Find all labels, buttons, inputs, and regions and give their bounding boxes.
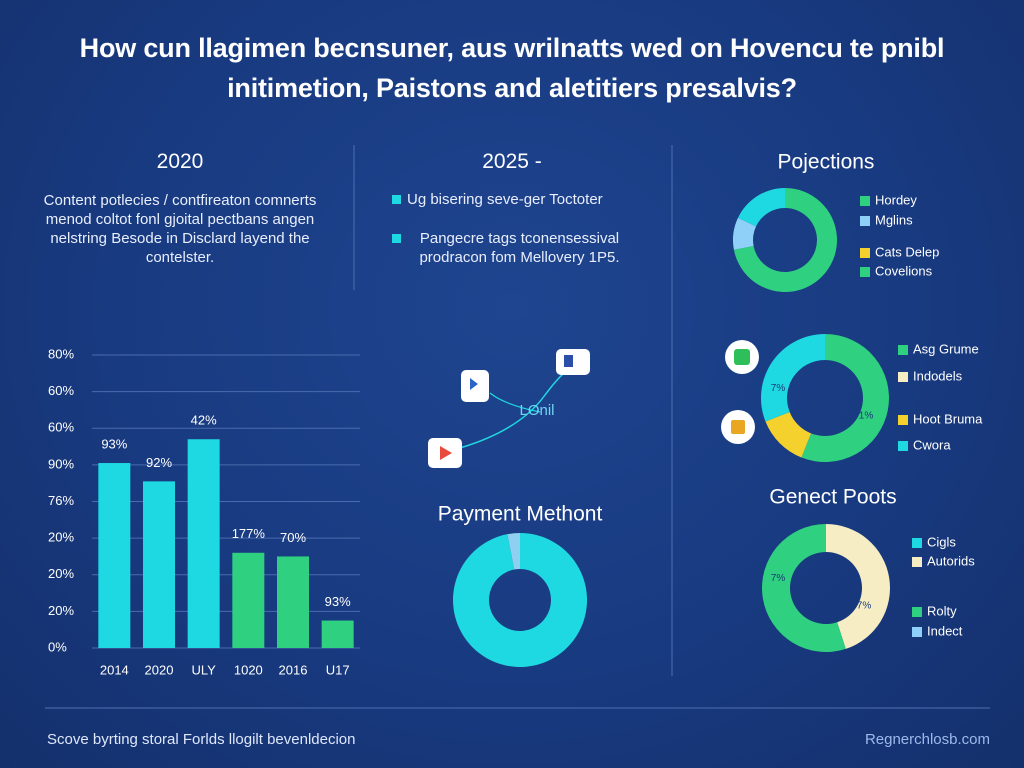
diagram-label: LOnil: [519, 402, 554, 419]
bar: [277, 556, 309, 648]
x-tick-label: 2014: [100, 662, 129, 677]
y-tick-label: 60%: [48, 420, 74, 435]
legend-label: Mglins: [875, 212, 913, 227]
footer-link: Regnerchlosb.com: [864, 731, 990, 748]
y-tick-label: 0%: [48, 639, 67, 654]
legend-swatch: [860, 248, 870, 258]
column-text: Content potlecies / contfireaton comnert…: [43, 192, 317, 266]
legend-label: Rolty: [927, 603, 957, 618]
donut-segment: [762, 524, 846, 652]
donut-segment: [761, 334, 825, 422]
legend-label: Indodels: [913, 368, 963, 383]
legend-label: Covelions: [875, 263, 933, 278]
y-tick-label: 76%: [48, 493, 74, 508]
y-tick-label: 80%: [48, 346, 74, 361]
donut-segment: [801, 334, 889, 463]
bullet-text: Pangecre tags tconensessival prodracon f…: [419, 230, 620, 266]
bar-annotation: 92%: [146, 455, 172, 470]
y-tick-label: 20%: [48, 603, 74, 618]
x-tick-label: 2016: [279, 662, 308, 677]
legend-label: Cwora: [913, 437, 951, 452]
legend-label: Cats Delep: [875, 244, 939, 259]
icon-glyph: [440, 446, 452, 460]
legend-swatch: [898, 415, 908, 425]
bar: [187, 439, 220, 648]
legend-swatch: [912, 627, 922, 637]
legend-label: Asg Grume: [913, 341, 979, 356]
connector: [459, 369, 569, 449]
donut-segment: [765, 411, 812, 458]
donut-segment: [453, 533, 588, 667]
donut-segment: [826, 524, 890, 649]
bar-annotation: 93%: [325, 594, 351, 609]
y-tick-label: 60%: [48, 383, 74, 398]
legend-swatch: [898, 441, 908, 451]
donut-segment: [507, 533, 520, 570]
legend-swatch: [912, 557, 922, 567]
legend-swatch: [860, 196, 870, 206]
legend-label: Indect: [927, 623, 963, 638]
slice-annotation: 7%: [857, 601, 872, 612]
bullet: [392, 195, 401, 204]
bullet: [392, 234, 401, 243]
legend-swatch: [912, 538, 922, 548]
bar-annotation: 42%: [191, 413, 217, 428]
x-tick-label: 2020: [145, 662, 174, 677]
legend-label: Cigls: [927, 534, 956, 549]
bar: [321, 620, 354, 648]
slice-annotation: 7%: [771, 383, 786, 394]
icon-glyph: [470, 378, 478, 390]
bar-annotation: 70%: [280, 530, 306, 545]
chart-title: Genect Poots: [769, 486, 896, 509]
bar: [143, 481, 175, 648]
donut-segment: [737, 188, 785, 227]
y-tick-label: 20%: [48, 566, 74, 581]
y-tick-label: 90%: [48, 456, 74, 471]
legend-swatch: [860, 216, 870, 226]
bullet-text: Ug bisering seve-ger Toctoter: [407, 191, 603, 208]
donut-segment: [733, 187, 837, 293]
chart-title: Payment Methont: [438, 503, 603, 526]
y-tick-label: 20%: [48, 530, 74, 545]
bar-annotation: 177%: [232, 526, 266, 541]
column-heading: 2025 -: [482, 150, 542, 173]
legend-label: Hoot Bruma: [913, 411, 983, 426]
chart-title: Pojections: [778, 151, 875, 174]
legend-swatch: [860, 267, 870, 277]
legend-swatch: [912, 607, 922, 617]
legend-swatch: [898, 372, 908, 382]
legend-label: Hordey: [875, 192, 917, 207]
bar: [98, 463, 131, 648]
x-tick-label: U17: [326, 662, 350, 677]
icon-glyph: [734, 349, 750, 365]
icon-glyph: [731, 420, 745, 434]
slice-annotation: 1%: [859, 411, 874, 422]
connector: [489, 392, 541, 413]
slice-annotation: 7%: [771, 573, 786, 584]
legend-swatch: [898, 345, 908, 355]
footer-text: Scove byrting storal Forlds llogilt beve…: [47, 731, 356, 748]
icon-glyph: [564, 355, 573, 367]
x-tick-label: 1020: [234, 662, 263, 677]
x-tick-label: ULY: [192, 662, 217, 677]
column-heading: 2020: [156, 150, 204, 173]
title: How cun llagimen becnsuner, aus wrilnatt…: [79, 33, 945, 103]
bar: [232, 552, 265, 648]
donut-segment: [733, 217, 757, 250]
bar-annotation: 93%: [101, 436, 127, 451]
legend-label: Autorids: [927, 553, 975, 568]
